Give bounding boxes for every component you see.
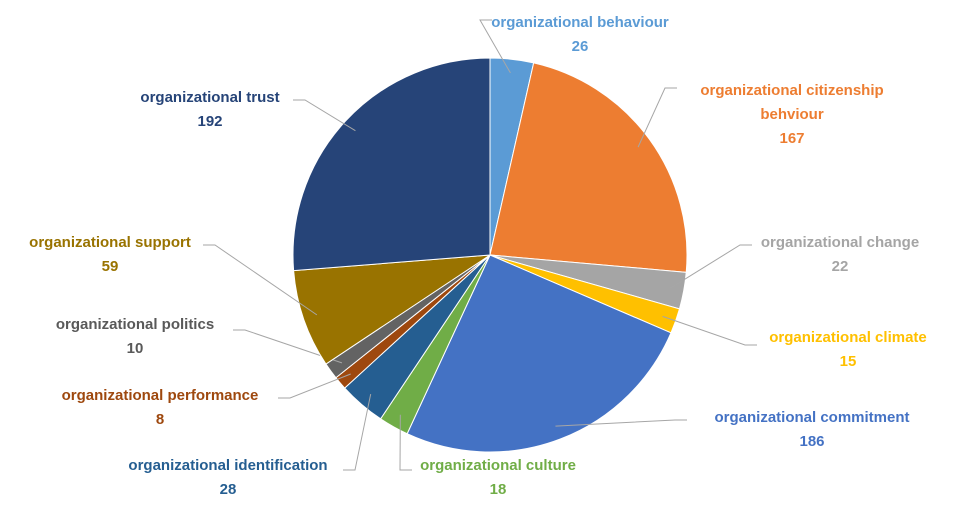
category-label: organizational change — [760, 234, 920, 251]
pie-slice — [406, 254, 672, 453]
leader-line — [203, 244, 318, 316]
data-label: organizational culture 18 — [388, 454, 608, 502]
value-label: 8 — [155, 411, 165, 428]
data-label: organizational behaviour 26 — [480, 11, 680, 59]
value-label: 22 — [831, 258, 849, 275]
value-label: 10 — [126, 340, 144, 357]
data-label: organizational citizenship behviour 167 — [672, 79, 912, 151]
category-label: organizational climate — [769, 329, 927, 346]
pie-slice — [293, 254, 492, 365]
value-label: 59 — [101, 258, 119, 275]
data-label: organizational change 22 — [740, 231, 940, 279]
data-label: organizational performance 8 — [25, 384, 295, 432]
value-label: 18 — [489, 481, 507, 498]
category-label: organizational politics — [55, 316, 215, 333]
data-label: organizational climate 15 — [743, 326, 953, 374]
value-label: 15 — [839, 353, 857, 370]
data-label: organizational trust 192 — [110, 86, 310, 134]
leader-line — [278, 373, 351, 399]
leader-line — [479, 19, 511, 74]
leader-line — [662, 315, 757, 346]
category-label: organizational behaviour — [491, 14, 669, 31]
leader-line — [293, 99, 356, 132]
category-label: organizational identification — [128, 457, 328, 474]
data-label: organizational support 59 — [0, 231, 225, 279]
category-label: organizational citizenship behviour — [700, 82, 884, 123]
leader-line — [399, 414, 412, 471]
value-label: 26 — [571, 38, 589, 55]
value-label: 167 — [779, 130, 805, 147]
leader-line — [343, 393, 372, 471]
value-label: 28 — [219, 481, 237, 498]
leader-line — [637, 87, 677, 148]
category-label: organizational support — [29, 234, 191, 251]
category-label: organizational commitment — [714, 409, 910, 426]
leader-line — [233, 329, 343, 364]
data-label: organizational identification 28 — [93, 454, 363, 502]
category-label: organizational culture — [420, 457, 576, 474]
leader-line — [669, 244, 752, 289]
leader-line — [555, 419, 687, 427]
value-label: 192 — [197, 113, 223, 130]
pie-slice — [292, 57, 491, 272]
category-label: organizational performance — [61, 387, 259, 404]
data-label: organizational commitment 186 — [692, 406, 932, 454]
data-label: organizational politics 10 — [15, 313, 255, 361]
pie-slice — [489, 62, 688, 273]
category-label: organizational trust — [140, 89, 280, 106]
value-label: 186 — [799, 433, 825, 450]
